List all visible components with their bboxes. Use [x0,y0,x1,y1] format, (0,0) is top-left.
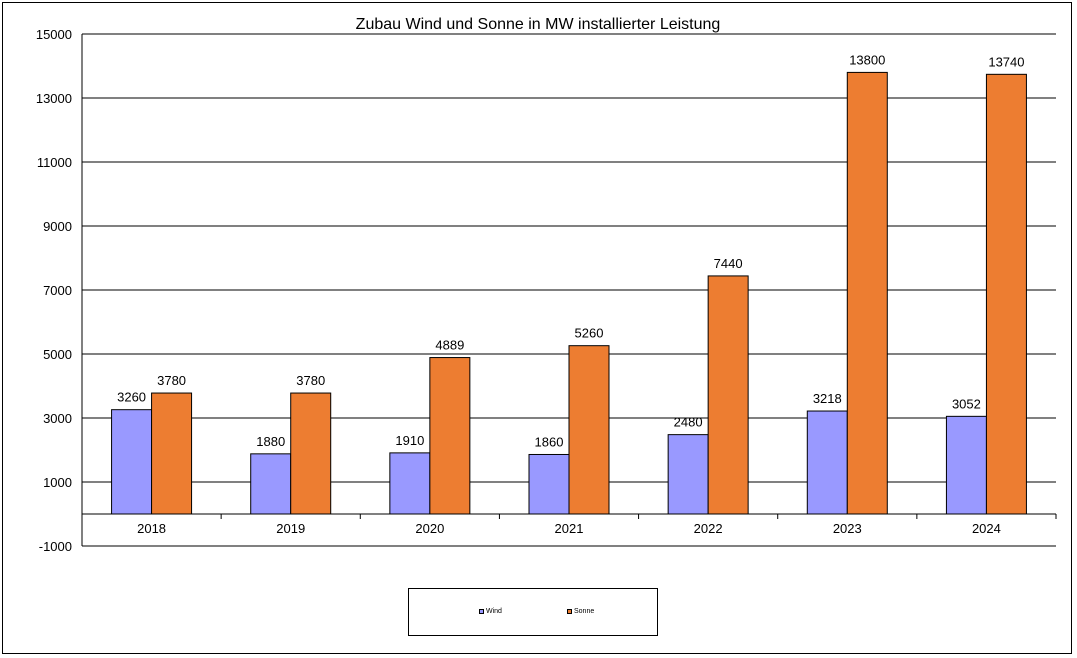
data-label-wind-2021: 1860 [535,434,564,449]
legend: Wind Sonne [408,588,658,636]
legend-swatch-sonne [567,609,572,614]
bar-sonne-2022 [707,275,749,515]
x-tick-label: 2022 [694,521,723,536]
legend-item-sonne: Sonne [567,608,594,615]
bar-sonne-2023 [846,71,888,515]
y-tick-label: 11000 [37,155,72,170]
y-tick-label: 7000 [43,283,72,298]
y-tick-label: 15000 [36,27,72,42]
bar-wind-2020 [389,452,431,515]
legend-label-sonne: Sonne [574,608,595,615]
bar-sonne-2024 [985,73,1027,515]
data-label-wind-2024: 3052 [952,396,981,411]
y-tick-label: 9000 [43,219,72,234]
data-label-wind-2019: 1880 [256,434,285,449]
bar-sonne-2018 [151,392,193,515]
bar-sonne-2021 [568,345,610,515]
data-label-wind-2023: 3218 [813,391,842,406]
data-label-wind-2018: 3260 [117,390,146,405]
y-tick-label: 5000 [43,347,72,362]
bar-sonne-2020 [429,357,471,515]
legend-swatch-wind [479,609,484,614]
x-tick-label: 2018 [137,521,166,536]
data-label-sonne-2023: 13800 [849,52,885,67]
bar-chart: Zubau Wind und Sonne in MW installierter… [36,16,1057,554]
y-tick-label: -1000 [39,539,72,554]
x-tick-label: 2019 [276,521,305,536]
bar-wind-2024 [945,415,987,515]
x-tick-label: 2024 [972,521,1001,536]
legend-item-wind: Wind [479,608,502,615]
bar-wind-2022 [667,434,709,515]
x-tick-label: 2021 [555,521,584,536]
data-label-sonne-2021: 5260 [575,326,604,341]
bar-wind-2021 [528,453,570,515]
chart-title: Zubau Wind und Sonne in MW installierter… [356,16,721,33]
bar-sonne-2019 [290,392,332,515]
data-label-sonne-2018: 3780 [157,373,186,388]
data-label-sonne-2019: 3780 [296,373,325,388]
data-label-wind-2022: 2480 [674,415,703,430]
legend-label-wind: Wind [486,608,502,615]
y-tick-label: 1000 [43,475,72,490]
data-label-sonne-2024: 13740 [988,54,1024,69]
bar-wind-2023 [806,410,848,515]
data-label-sonne-2020: 4889 [435,338,464,353]
bar-wind-2019 [250,453,292,515]
data-label-wind-2020: 1910 [395,433,424,448]
y-tick-label: 3000 [43,411,72,426]
data-label-sonne-2022: 7440 [714,256,743,271]
y-tick-label: 13000 [36,91,72,106]
x-tick-label: 2023 [833,521,862,536]
x-tick-label: 2020 [415,521,444,536]
bar-wind-2018 [111,409,153,515]
